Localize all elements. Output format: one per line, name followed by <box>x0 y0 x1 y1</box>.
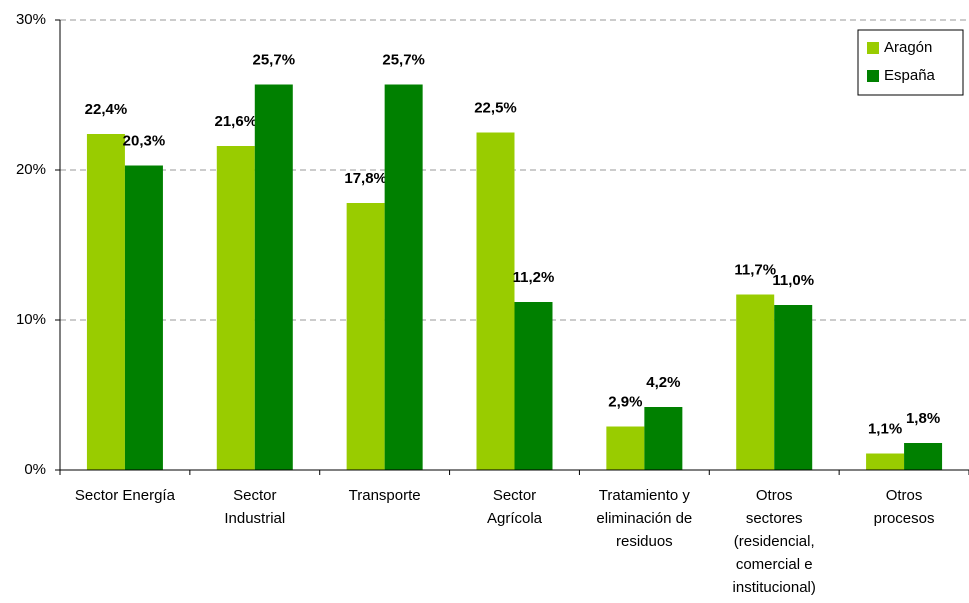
x-tick-label: Transporte <box>348 487 421 504</box>
y-tick-label: 0% <box>24 461 46 478</box>
bar <box>644 407 683 470</box>
x-tick-label: Otros procesos <box>873 487 935 527</box>
data-label: 22,5% <box>474 99 517 116</box>
data-label: 25,7% <box>253 51 296 68</box>
data-label: 21,6% <box>215 113 258 130</box>
bar <box>346 203 385 470</box>
bar <box>866 453 905 470</box>
y-tick-label: 20% <box>16 161 46 178</box>
bar <box>124 165 163 470</box>
data-label: 1,1% <box>868 420 902 437</box>
bar <box>774 305 813 470</box>
y-tick-label: 30% <box>16 11 46 28</box>
data-label: 2,9% <box>608 393 642 410</box>
bar <box>904 443 943 470</box>
x-tick-label: Sector Agrícola <box>486 487 543 527</box>
data-label: 20,3% <box>123 132 166 149</box>
bar <box>476 132 515 470</box>
bar <box>86 134 125 470</box>
x-tick-label: Otros sectores (residencial, comercial e… <box>732 487 816 596</box>
bar <box>254 84 293 470</box>
bar <box>384 84 423 470</box>
x-tick-label: Sector Industrial <box>224 487 286 527</box>
legend-swatch <box>867 70 879 82</box>
data-label: 11,2% <box>513 269 555 286</box>
legend-label: España <box>884 67 936 84</box>
bar <box>216 146 255 470</box>
data-label: 17,8% <box>344 170 387 187</box>
legend-swatch <box>867 42 879 54</box>
data-label: 4,2% <box>646 374 680 391</box>
x-tick-label: Tratamiento y eliminación de residuos <box>596 487 693 550</box>
x-tick-label: Sector Energía <box>74 487 175 504</box>
bar <box>736 294 775 470</box>
data-label: 22,4% <box>85 101 128 118</box>
legend-label: Aragón <box>884 39 932 56</box>
y-tick-label: 10% <box>16 311 46 328</box>
data-label: 11,0% <box>772 272 814 289</box>
bar <box>606 426 645 470</box>
data-label: 25,7% <box>382 51 425 68</box>
legend-box <box>857 29 964 96</box>
data-label: 1,8% <box>906 410 940 427</box>
data-label: 11,7% <box>734 261 776 278</box>
bar <box>514 302 553 470</box>
